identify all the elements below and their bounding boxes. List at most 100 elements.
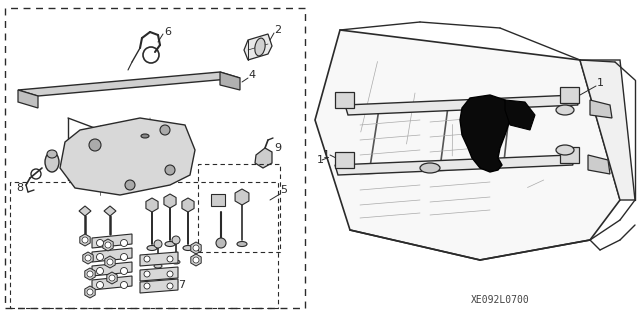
Circle shape: [120, 268, 127, 275]
Polygon shape: [105, 256, 115, 268]
Circle shape: [97, 268, 104, 275]
Polygon shape: [335, 155, 573, 175]
Circle shape: [97, 281, 104, 288]
Polygon shape: [560, 147, 579, 163]
Polygon shape: [191, 254, 201, 266]
Circle shape: [165, 165, 175, 175]
Bar: [10, 182, 278, 308]
Ellipse shape: [147, 246, 157, 250]
Text: 5: 5: [280, 185, 287, 195]
Polygon shape: [560, 87, 579, 103]
Circle shape: [216, 238, 226, 248]
Circle shape: [193, 257, 199, 263]
Circle shape: [154, 240, 162, 248]
Circle shape: [105, 242, 111, 248]
Polygon shape: [182, 198, 194, 212]
Polygon shape: [79, 206, 91, 216]
Polygon shape: [335, 152, 354, 168]
Ellipse shape: [165, 241, 175, 247]
Bar: [211, 194, 225, 206]
Ellipse shape: [141, 134, 149, 138]
Polygon shape: [460, 95, 510, 172]
Polygon shape: [92, 262, 132, 276]
Polygon shape: [235, 189, 249, 205]
Polygon shape: [80, 234, 90, 246]
Ellipse shape: [420, 163, 440, 173]
Text: 1: 1: [596, 78, 604, 88]
Polygon shape: [220, 72, 240, 90]
Ellipse shape: [556, 145, 574, 155]
Polygon shape: [335, 92, 354, 108]
Circle shape: [193, 245, 199, 251]
Polygon shape: [18, 72, 240, 96]
Polygon shape: [18, 90, 38, 108]
Polygon shape: [191, 242, 201, 254]
Bar: [5, 8, 305, 308]
Circle shape: [144, 283, 150, 289]
Ellipse shape: [45, 152, 59, 172]
Text: 2: 2: [275, 25, 282, 35]
Polygon shape: [140, 267, 178, 281]
Polygon shape: [588, 155, 610, 174]
Circle shape: [87, 271, 93, 277]
Ellipse shape: [237, 241, 247, 247]
Ellipse shape: [172, 260, 180, 264]
Ellipse shape: [154, 264, 162, 268]
Polygon shape: [83, 252, 93, 264]
Bar: [198, 164, 280, 252]
Polygon shape: [103, 239, 113, 251]
Circle shape: [172, 236, 180, 244]
Polygon shape: [255, 148, 272, 168]
Circle shape: [167, 256, 173, 262]
Ellipse shape: [255, 38, 265, 56]
Circle shape: [89, 139, 101, 151]
Circle shape: [125, 180, 135, 190]
Polygon shape: [60, 118, 195, 195]
Polygon shape: [345, 95, 578, 115]
Circle shape: [82, 237, 88, 243]
Text: 1: 1: [317, 155, 323, 165]
Circle shape: [107, 259, 113, 265]
Ellipse shape: [480, 158, 500, 168]
Circle shape: [85, 255, 91, 261]
Text: 4: 4: [248, 70, 255, 80]
Circle shape: [97, 254, 104, 261]
Ellipse shape: [556, 105, 574, 115]
Circle shape: [160, 125, 170, 135]
Polygon shape: [140, 279, 178, 293]
Polygon shape: [104, 206, 116, 216]
Text: XE092L0700: XE092L0700: [470, 295, 529, 305]
Text: 8: 8: [17, 183, 24, 193]
Polygon shape: [580, 60, 635, 200]
Polygon shape: [244, 34, 272, 60]
Circle shape: [120, 240, 127, 247]
Circle shape: [109, 275, 115, 281]
Polygon shape: [92, 248, 132, 262]
Polygon shape: [107, 272, 117, 284]
Text: 3: 3: [145, 123, 152, 133]
Polygon shape: [505, 100, 535, 130]
Polygon shape: [85, 286, 95, 298]
Polygon shape: [590, 100, 612, 118]
Polygon shape: [85, 268, 95, 280]
Circle shape: [87, 289, 93, 295]
Polygon shape: [140, 252, 178, 266]
Ellipse shape: [183, 246, 193, 250]
Circle shape: [97, 240, 104, 247]
Polygon shape: [92, 234, 132, 248]
Circle shape: [144, 271, 150, 277]
Circle shape: [144, 256, 150, 262]
Circle shape: [120, 281, 127, 288]
Text: 1: 1: [323, 150, 330, 160]
Circle shape: [167, 283, 173, 289]
Polygon shape: [146, 198, 158, 212]
Ellipse shape: [47, 150, 57, 158]
Circle shape: [167, 271, 173, 277]
Polygon shape: [164, 194, 176, 208]
Text: 6: 6: [164, 27, 172, 37]
Polygon shape: [92, 276, 132, 290]
Text: 9: 9: [275, 143, 282, 153]
Text: 7: 7: [179, 280, 186, 290]
Circle shape: [120, 254, 127, 261]
Polygon shape: [315, 30, 620, 260]
